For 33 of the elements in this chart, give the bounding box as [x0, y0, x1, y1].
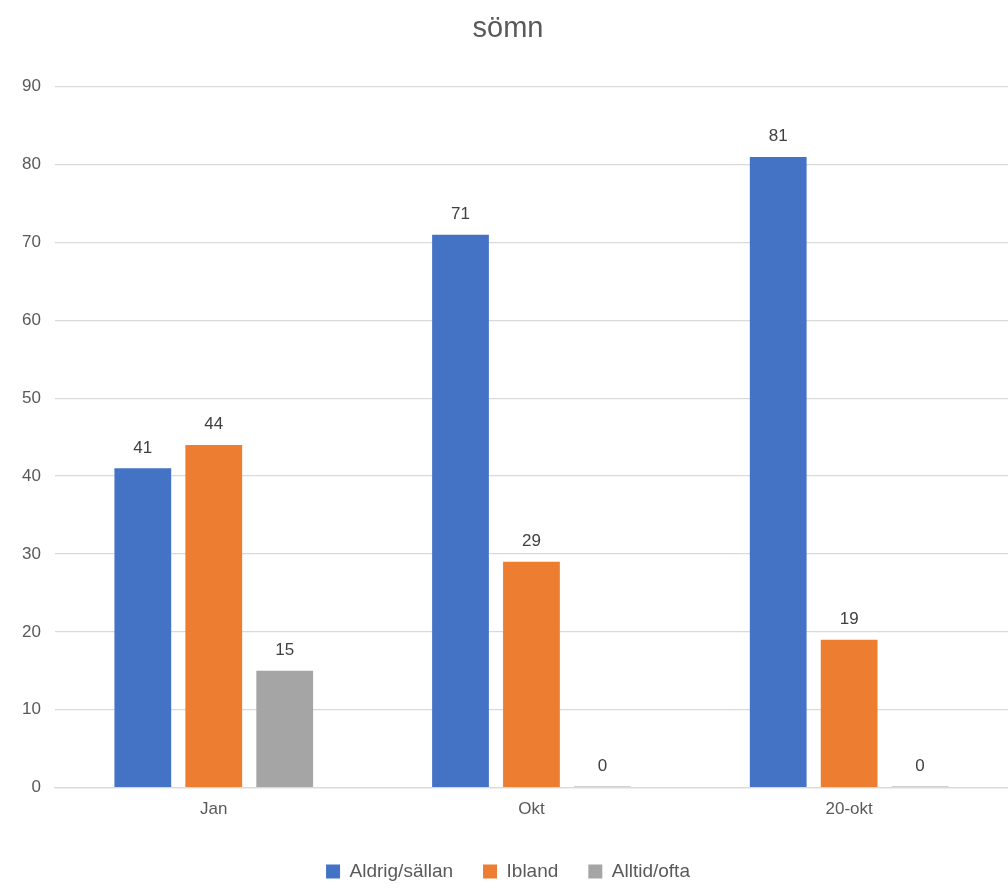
- bar: [256, 670, 314, 787]
- data-label: 19: [839, 608, 859, 628]
- bar: [432, 234, 489, 787]
- data-label: 15: [275, 639, 295, 659]
- chart-title: sömn: [472, 11, 544, 44]
- y-tick-label: 50: [21, 387, 41, 407]
- bar: [185, 444, 243, 787]
- y-tick-label: 0: [31, 777, 41, 797]
- bar: [820, 639, 878, 787]
- x-tick-label: Jan: [200, 799, 228, 819]
- bar: [503, 561, 560, 787]
- y-tick-label: 40: [21, 465, 41, 485]
- y-tick-label: 70: [21, 232, 41, 252]
- legend-label: Alltid/ofta: [611, 859, 691, 881]
- x-tick-label: Okt: [518, 799, 545, 819]
- data-label: 29: [521, 530, 541, 550]
- legend-label: Aldrig/sällan: [349, 859, 454, 881]
- data-label: 81: [768, 126, 788, 146]
- bar: [114, 468, 172, 787]
- y-tick-label: 30: [21, 543, 41, 563]
- bar: [749, 156, 807, 787]
- y-tick-label: 20: [21, 621, 41, 641]
- x-tick-label: 20-okt: [825, 799, 874, 819]
- data-label: 0: [915, 755, 925, 775]
- y-tick-label: 90: [21, 76, 41, 96]
- y-tick-label: 60: [21, 310, 41, 330]
- y-tick-label: 80: [21, 154, 41, 174]
- y-tick-label: 10: [21, 699, 41, 719]
- data-label: 71: [451, 203, 470, 223]
- legend-label: Ibland: [506, 859, 559, 881]
- data-label: 0: [597, 755, 608, 775]
- data-label: 41: [133, 437, 153, 457]
- data-label: 44: [204, 414, 224, 434]
